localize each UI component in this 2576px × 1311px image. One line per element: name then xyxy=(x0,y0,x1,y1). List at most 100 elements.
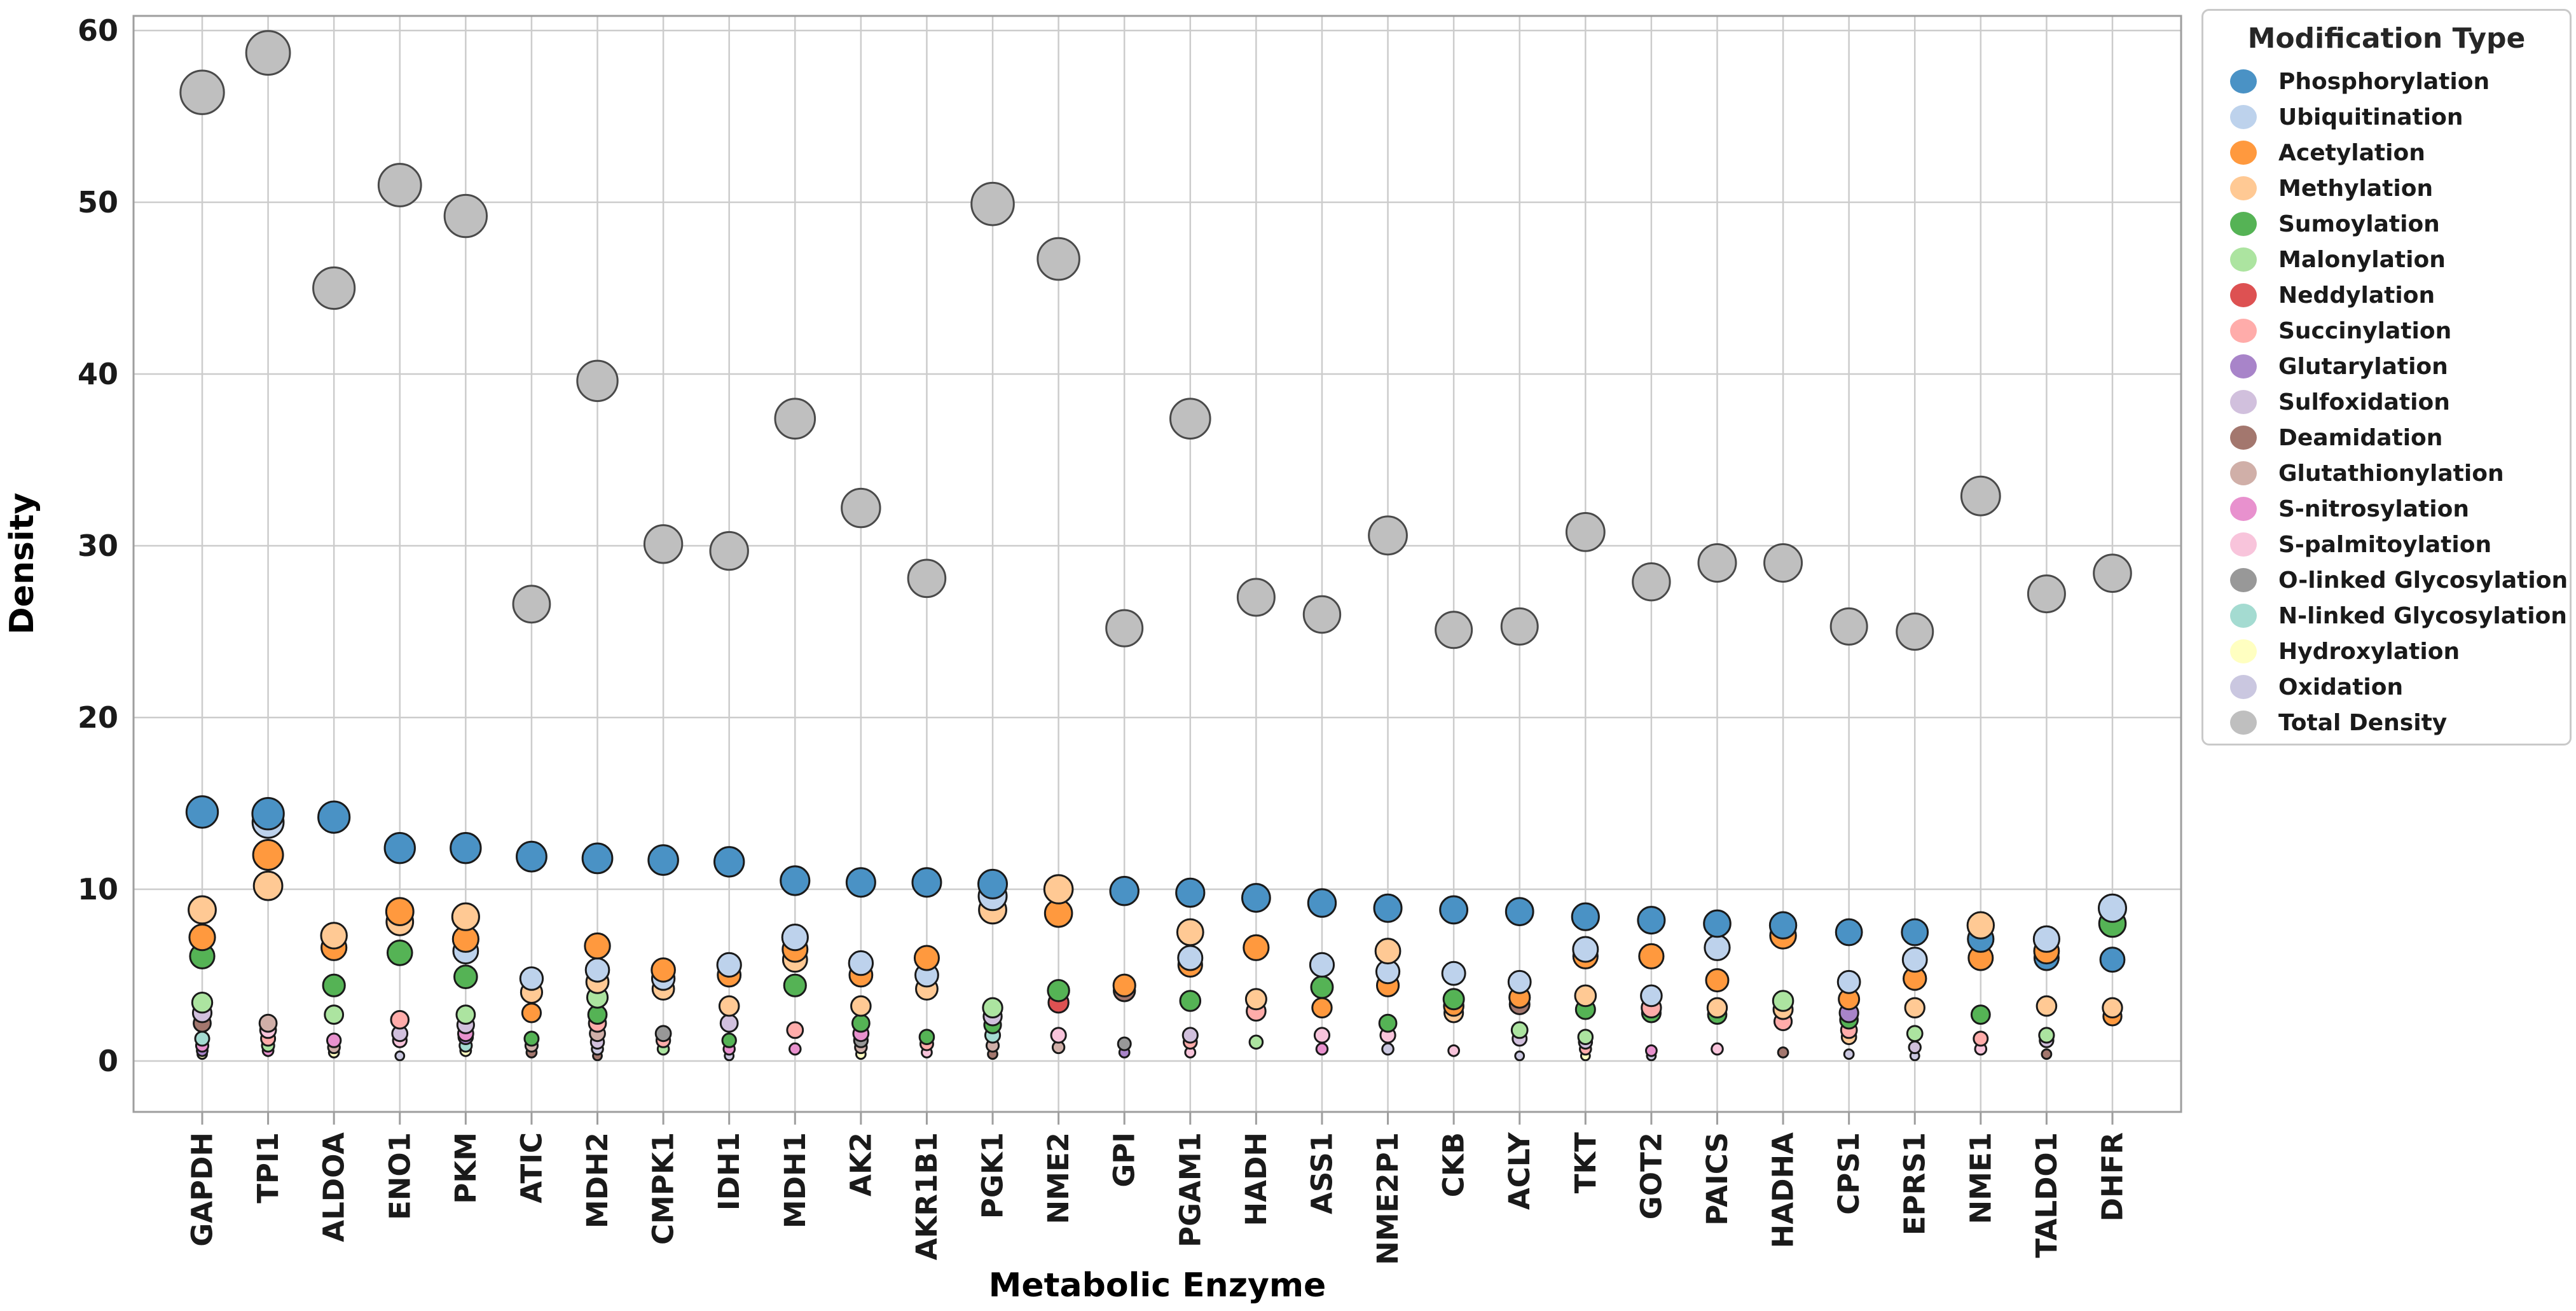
legend-swatch-icon xyxy=(2230,283,2257,307)
bubble-EPRS1-Sulfoxidation xyxy=(1908,1040,1922,1055)
bubble-MDH2-Phosphorylation xyxy=(581,842,614,875)
bubble-PGAM1-Phosphorylation xyxy=(1175,877,1206,908)
bubble-PAICS-Phosphorylation xyxy=(1703,909,1732,938)
bubble-ENO1-Total Density xyxy=(377,163,422,207)
legend-item-S-nitrosylation: S-nitrosylation xyxy=(2203,491,2570,527)
bubble-ASS1-S-nitrosylation xyxy=(1315,1042,1329,1056)
bubble-IDH1-Total Density xyxy=(709,531,749,571)
bubble-ACLY-Oxidation xyxy=(1514,1050,1526,1062)
bubble-GAPDH-Total Density xyxy=(179,69,225,115)
bubble-MDH1-Sumoylation xyxy=(783,973,807,997)
bubble-ASS1-Ubiquitination xyxy=(1309,952,1335,978)
bubble-TPI1-Acetylation xyxy=(252,839,284,871)
x-tick-label-DHFR: DHFR xyxy=(2095,1132,2129,1221)
x-tick-label-CPS1: CPS1 xyxy=(1832,1132,1866,1215)
bubble-TALDO1-Ubiquitination xyxy=(2032,925,2061,953)
bubble-TKT-Ubiquitination xyxy=(1572,936,1599,963)
bubble-NME2-Total Density xyxy=(1037,237,1080,281)
bubble-CKB-Total Density xyxy=(1435,611,1473,649)
bubble-PKM-Methylation xyxy=(451,902,480,931)
bubble-CMPK1-Total Density xyxy=(643,524,684,564)
bubble-AKR1B1-Sumoylation xyxy=(918,1029,935,1045)
bubble-ACLY-Malonylation xyxy=(1510,1021,1529,1039)
x-tick-label-TPI1: TPI1 xyxy=(251,1132,285,1203)
legend-swatch-icon xyxy=(2230,426,2257,450)
bubble-GAPDH-Malonylation xyxy=(191,992,214,1014)
bubble-PGK1-Total Density xyxy=(970,181,1015,226)
legend-item-Neddylation: Neddylation xyxy=(2203,277,2570,313)
bubble-MDH1-S-nitrosylation xyxy=(788,1042,802,1056)
bubble-NME2P1-Sumoylation xyxy=(1378,1013,1398,1033)
x-tick-label-ACLY: ACLY xyxy=(1503,1132,1536,1210)
legend-label: N-linked Glycosylation xyxy=(2278,602,2567,629)
bubble-HADH-Methylation xyxy=(1244,988,1267,1011)
x-tick-label-AK2: AK2 xyxy=(844,1132,878,1197)
bubble-TALDO1-Deamidation xyxy=(2041,1048,2053,1060)
legend-label: Glutarylation xyxy=(2278,353,2448,380)
legend-label: Glutathionylation xyxy=(2278,460,2504,487)
legend-label: Acetylation xyxy=(2278,139,2425,166)
bubble-CKB-Phosphorylation xyxy=(1439,895,1469,925)
legend-swatch-icon xyxy=(2230,639,2257,663)
bubble-ASS1-Total Density xyxy=(1302,595,1342,634)
bubble-ASS1-Acetylation xyxy=(1311,997,1333,1019)
y-tick-label: 10 xyxy=(78,872,118,906)
bubble-ATIC-Sumoylation xyxy=(523,1030,540,1047)
legend-label: Deamidation xyxy=(2278,424,2443,451)
legend-swatch-icon xyxy=(2230,105,2257,129)
x-tick-label-NME1: NME1 xyxy=(1964,1132,1997,1224)
legend-swatch-icon xyxy=(2230,711,2257,735)
legend-swatch-icon xyxy=(2230,568,2257,592)
bubble-CKB-S-palmitoylation xyxy=(1447,1044,1461,1057)
legend-item-Glutarylation: Glutarylation xyxy=(2203,349,2570,384)
bubble-PGAM1-Ubiquitination xyxy=(1177,945,1204,971)
bubble-TKT-Malonylation xyxy=(1577,1029,1594,1045)
bubble-ACLY-Ubiquitination xyxy=(1507,969,1532,994)
y-tick-label: 20 xyxy=(78,700,118,735)
bubble-ALDOA-Methylation xyxy=(320,922,348,950)
bubble-TPI1-Total Density xyxy=(245,30,291,76)
bubble-ALDOA-Malonylation xyxy=(324,1004,345,1025)
bubble-GPI-Total Density xyxy=(1105,609,1144,648)
legend-item-Total Density: Total Density xyxy=(2203,705,2570,740)
bubble-GAPDH-N-linked Glycosylation xyxy=(194,1030,210,1047)
legend-label: Malonylation xyxy=(2278,246,2446,273)
bubble-DHFR-Phosphorylation xyxy=(2099,947,2126,973)
bubble-NME2P1-Methylation xyxy=(1374,938,1402,965)
x-tick-label-NME2P1: NME2P1 xyxy=(1371,1132,1405,1265)
bubble-GOT2-S-nitrosylation xyxy=(1644,1044,1658,1057)
legend-swatch-icon xyxy=(2230,319,2257,343)
bubble-AK2-Sumoylation xyxy=(851,1013,871,1033)
legend-label: Sulfoxidation xyxy=(2278,389,2450,415)
x-tick-label-PGK1: PGK1 xyxy=(976,1132,1010,1219)
legend-label: S-nitrosylation xyxy=(2278,496,2469,522)
legend: Modification Type Phosphorylation Ubiquit… xyxy=(2201,9,2572,746)
x-tick-label-MDH1: MDH1 xyxy=(778,1132,812,1228)
bubble-DHFR-Methylation xyxy=(2102,997,2123,1019)
legend-item-S-palmitoylation: S-palmitoylation xyxy=(2203,527,2570,562)
bubble-HADH-Malonylation xyxy=(1248,1034,1264,1050)
bubble-CPS1-Ubiquitination xyxy=(1836,969,1861,994)
bubble-MDH1-Succinylation xyxy=(786,1021,804,1039)
bubble-AKR1B1-Acetylation xyxy=(913,945,940,971)
bubble-EPRS1-Phosphorylation xyxy=(1901,918,1929,947)
bubble-HADHA-Malonylation xyxy=(1772,990,1794,1012)
legend-item-Sumoylation: Sumoylation xyxy=(2203,206,2570,242)
x-tick-label-ASS1: ASS1 xyxy=(1305,1132,1339,1214)
bubble-ALDOA-Total Density xyxy=(312,266,356,310)
bubble-ATIC-Total Density xyxy=(512,585,551,624)
bubble-GAPDH-Phosphorylation xyxy=(185,795,219,829)
bubble-CMPK1-O-linked Glycosylation xyxy=(654,1025,672,1043)
bubble-CPS1-Total Density xyxy=(1829,607,1868,646)
bubble-NME1-Succinylation xyxy=(1973,1030,1989,1047)
legend-swatch-icon xyxy=(2230,390,2257,414)
legend-swatch-icon xyxy=(2230,497,2257,521)
legend-item-Hydroxylation: Hydroxylation xyxy=(2203,634,2570,669)
bubble-PAICS-Ubiquitination xyxy=(1704,934,1731,961)
bubble-TPI1-Glutathionylation xyxy=(258,1013,278,1033)
x-tick-label-GPI: GPI xyxy=(1108,1132,1141,1188)
bubble-PKM-Phosphorylation xyxy=(450,832,482,864)
bubble-ALDOA-Sumoylation xyxy=(322,973,346,997)
bubble-IDH1-Sumoylation xyxy=(721,1032,737,1048)
bubble-ENO1-Sumoylation xyxy=(386,940,413,966)
